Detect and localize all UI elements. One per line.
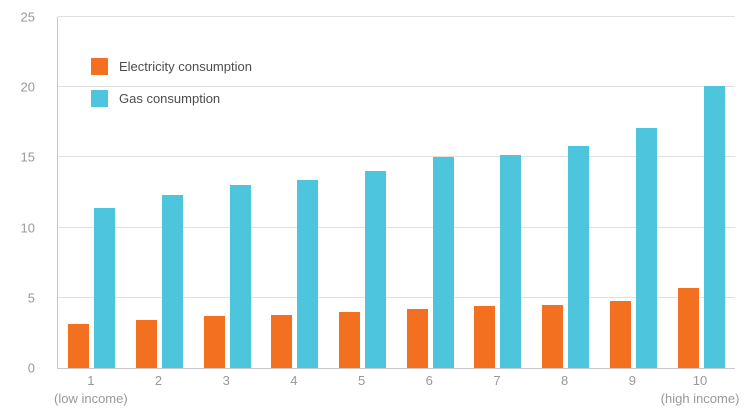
bar-electricity bbox=[339, 311, 361, 368]
x-tick: 3 bbox=[202, 374, 250, 405]
gridline bbox=[58, 296, 735, 298]
x-tick: 1 (low income) bbox=[54, 373, 128, 405]
bar-electricity bbox=[136, 320, 158, 368]
bar-group bbox=[677, 17, 725, 368]
x-tick-label: 10 bbox=[692, 373, 708, 388]
bar-gas bbox=[432, 157, 454, 368]
y-tick-label: 10 bbox=[20, 220, 35, 236]
x-tick-sublabel: (low income) bbox=[54, 391, 128, 406]
bar-group bbox=[474, 17, 522, 368]
bar-gas bbox=[365, 171, 387, 368]
y-axis: 0 5 10 15 20 25 bbox=[0, 11, 45, 375]
bar-group bbox=[203, 17, 251, 368]
x-tick-label: 1 bbox=[87, 373, 95, 388]
x-tick-label: 7 bbox=[493, 373, 501, 388]
x-tick-label: 9 bbox=[628, 373, 636, 388]
gridline bbox=[58, 86, 735, 88]
bar-gas bbox=[500, 154, 522, 368]
bars-container bbox=[58, 17, 735, 368]
bar-gas bbox=[297, 179, 319, 368]
bar-gas bbox=[162, 195, 184, 368]
x-tick: 8 bbox=[541, 374, 589, 405]
bar-group bbox=[136, 17, 184, 368]
x-tick: 7 bbox=[473, 374, 521, 405]
gridline bbox=[58, 156, 735, 158]
gridline bbox=[58, 226, 735, 228]
x-tick: 2 bbox=[135, 374, 183, 405]
y-tick-label: 25 bbox=[20, 9, 35, 25]
electricity-swatch-icon bbox=[91, 58, 108, 75]
bar-group bbox=[68, 17, 116, 368]
bar-electricity bbox=[542, 304, 564, 368]
bar-electricity bbox=[271, 314, 293, 368]
bar-gas bbox=[568, 146, 590, 368]
gridline bbox=[58, 16, 735, 17]
x-axis: 1 (low income) 2 3 4 5 6 7 8 9 10 (high income) bbox=[54, 373, 740, 405]
y-tick-label: 20 bbox=[20, 79, 35, 95]
x-tick: 10 (high income) bbox=[661, 373, 740, 405]
legend-label-electricity: Electricity consumption bbox=[119, 59, 252, 74]
bar-group bbox=[271, 17, 319, 368]
x-tick-label: 6 bbox=[425, 373, 433, 388]
legend: Electricity consumption Gas consumption bbox=[91, 58, 252, 107]
bar-group bbox=[406, 17, 454, 368]
bar-electricity bbox=[474, 306, 496, 368]
bar-gas bbox=[94, 207, 116, 368]
y-tick-label: 0 bbox=[27, 360, 35, 376]
x-tick-label: 4 bbox=[290, 373, 298, 388]
legend-item-electricity: Electricity consumption bbox=[91, 58, 252, 75]
bar-electricity bbox=[68, 324, 90, 368]
bar-group bbox=[542, 17, 590, 368]
bar-group bbox=[339, 17, 387, 368]
y-tick-label: 5 bbox=[27, 290, 35, 306]
bar-electricity bbox=[677, 287, 699, 368]
x-tick-label: 3 bbox=[222, 373, 230, 388]
x-tick-label: 5 bbox=[357, 373, 366, 388]
x-tick-label: 8 bbox=[561, 373, 569, 388]
bar-electricity bbox=[203, 316, 225, 368]
legend-label-gas: Gas consumption bbox=[119, 91, 221, 106]
bar-gas bbox=[229, 185, 251, 368]
x-tick: 6 bbox=[405, 374, 453, 405]
x-tick-sublabel: (high income) bbox=[660, 391, 740, 406]
x-tick: 4 bbox=[270, 374, 318, 405]
plot-area: Electricity consumption Gas consumption bbox=[57, 16, 735, 369]
x-tick: 5 bbox=[338, 374, 386, 405]
x-tick: 9 bbox=[608, 374, 656, 405]
x-tick-label: 2 bbox=[154, 373, 163, 388]
bar-electricity bbox=[609, 301, 631, 368]
bar-gas bbox=[635, 127, 657, 368]
gridlines bbox=[58, 16, 735, 368]
gas-swatch-icon bbox=[91, 90, 108, 107]
bar-gas bbox=[703, 85, 725, 368]
legend-item-gas: Gas consumption bbox=[91, 90, 252, 107]
bar-group bbox=[609, 17, 657, 368]
bar-electricity bbox=[406, 309, 428, 368]
y-tick-label: 15 bbox=[20, 149, 35, 165]
